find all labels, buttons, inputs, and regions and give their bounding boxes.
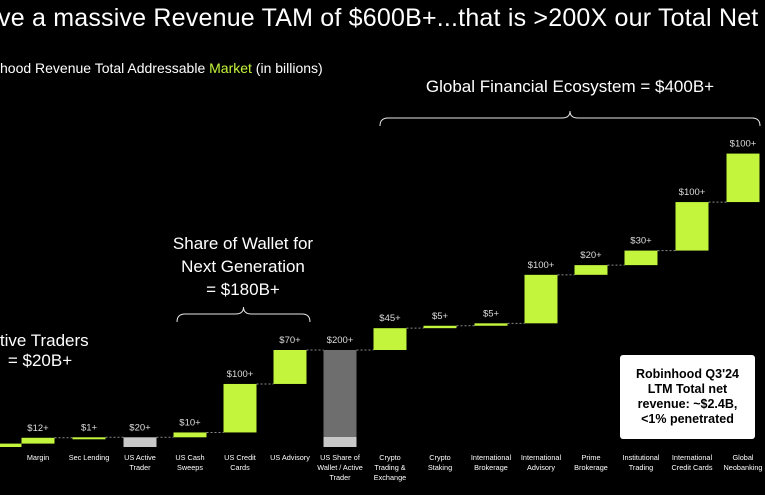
category-label-3-0: US Active — [124, 453, 156, 462]
category-label-15-0: Global — [732, 453, 753, 462]
category-label-11-1: Advisory — [527, 463, 555, 472]
group-label-0-1: = $20B+ — [8, 351, 72, 370]
bar-1 — [21, 437, 55, 444]
bar-9 — [423, 325, 457, 329]
subtitle-text: hood Revenue Total Addressable — [0, 60, 210, 76]
data-label-2: $1+ — [81, 422, 98, 433]
data-label-14: $100+ — [679, 187, 706, 198]
bar-10 — [474, 323, 508, 326]
bar-2 — [72, 437, 106, 440]
data-label-1: $12+ — [27, 423, 49, 434]
bar-0 — [0, 443, 22, 447]
category-label-8-0: Crypto — [379, 453, 401, 462]
bar-14 — [675, 202, 709, 251]
slide-headline: ve a massive Revenue TAM of $600B+...tha… — [0, 4, 765, 32]
category-label-13-0: Institutional — [623, 453, 660, 462]
category-label-5-1: Cards — [230, 463, 250, 472]
category-label-9-0: Crypto — [429, 453, 451, 462]
data-label-8: $45+ — [379, 313, 401, 324]
category-label-2-0: Sec Lending — [69, 453, 110, 462]
data-label-9: $5+ — [432, 311, 449, 322]
data-label-12: $20+ — [580, 250, 602, 261]
data-label-6: $70+ — [279, 335, 301, 346]
subtitle-unit: (in billions) — [251, 60, 323, 76]
bar-12 — [574, 265, 608, 275]
data-label-4: $10+ — [179, 417, 201, 428]
group-label-2-0: Global Financial Ecosystem = $400B+ — [426, 77, 714, 96]
brace-global-ecosystem — [379, 110, 761, 127]
category-label-8-1: Trading & — [374, 463, 405, 472]
category-label-12-0: Prime — [581, 453, 600, 462]
group-label-1-0: Share of Wallet for — [173, 234, 313, 253]
category-label-4-1: Sweeps — [177, 463, 203, 472]
data-label-13: $30+ — [630, 236, 652, 247]
category-label-7-1: Wallet / Active — [317, 463, 363, 472]
chart-subtitle: hood Revenue Total Addressable Market (i… — [0, 60, 323, 76]
bar-11 — [524, 274, 558, 324]
category-label-6-0: US Advisory — [270, 453, 310, 462]
category-label-8-2: Exchange — [374, 473, 406, 482]
bar-7-base — [323, 437, 357, 447]
category-label-7-2: Trader — [329, 473, 351, 482]
data-label-3: $20+ — [129, 422, 151, 433]
bar-7 — [323, 350, 357, 437]
data-label-15: $100+ — [730, 139, 757, 150]
category-label-15-1: Neobanking — [724, 463, 763, 472]
bar-3 — [123, 437, 157, 447]
bar-15 — [726, 153, 760, 203]
subtitle-accent: Market — [209, 60, 252, 76]
group-label-0-0: ctive Traders — [0, 331, 89, 350]
callout-text: Robinhood Q3'24 LTM Total net revenue: ~… — [636, 367, 739, 426]
category-label-1-0: Margin — [27, 453, 49, 462]
category-label-14-1: Credit Cards — [672, 463, 713, 472]
data-label-11: $100+ — [528, 260, 555, 271]
data-label-10: $5+ — [483, 308, 500, 319]
group-label-1-2: = $180B+ — [206, 280, 280, 299]
brace-share-of-wallet — [176, 306, 311, 323]
data-label-7: $200+ — [327, 335, 354, 346]
bar-13 — [624, 250, 658, 266]
category-label-3-1: Trader — [129, 463, 151, 472]
category-label-10-0: International — [471, 453, 512, 462]
category-label-7-0: US Share of — [320, 453, 361, 462]
bar-6 — [273, 350, 307, 384]
bar-8 — [373, 328, 407, 350]
category-label-4-0: US Cash — [175, 453, 204, 462]
category-label-12-1: Brokerage — [574, 463, 608, 472]
category-label-5-0: US Credit — [224, 453, 256, 462]
group-label-1-1: Next Generation — [181, 257, 305, 276]
category-label-13-1: Trading — [629, 463, 653, 472]
bar-4 — [173, 432, 207, 438]
category-label-14-0: International — [672, 453, 713, 462]
callout-box: Robinhood Q3'24 LTM Total net revenue: ~… — [620, 355, 755, 439]
bar-5 — [223, 383, 257, 433]
data-label-5: $100+ — [227, 369, 254, 380]
category-label-11-0: International — [521, 453, 562, 462]
category-label-10-1: Brokerage — [474, 463, 508, 472]
category-label-9-1: Staking — [428, 463, 452, 472]
